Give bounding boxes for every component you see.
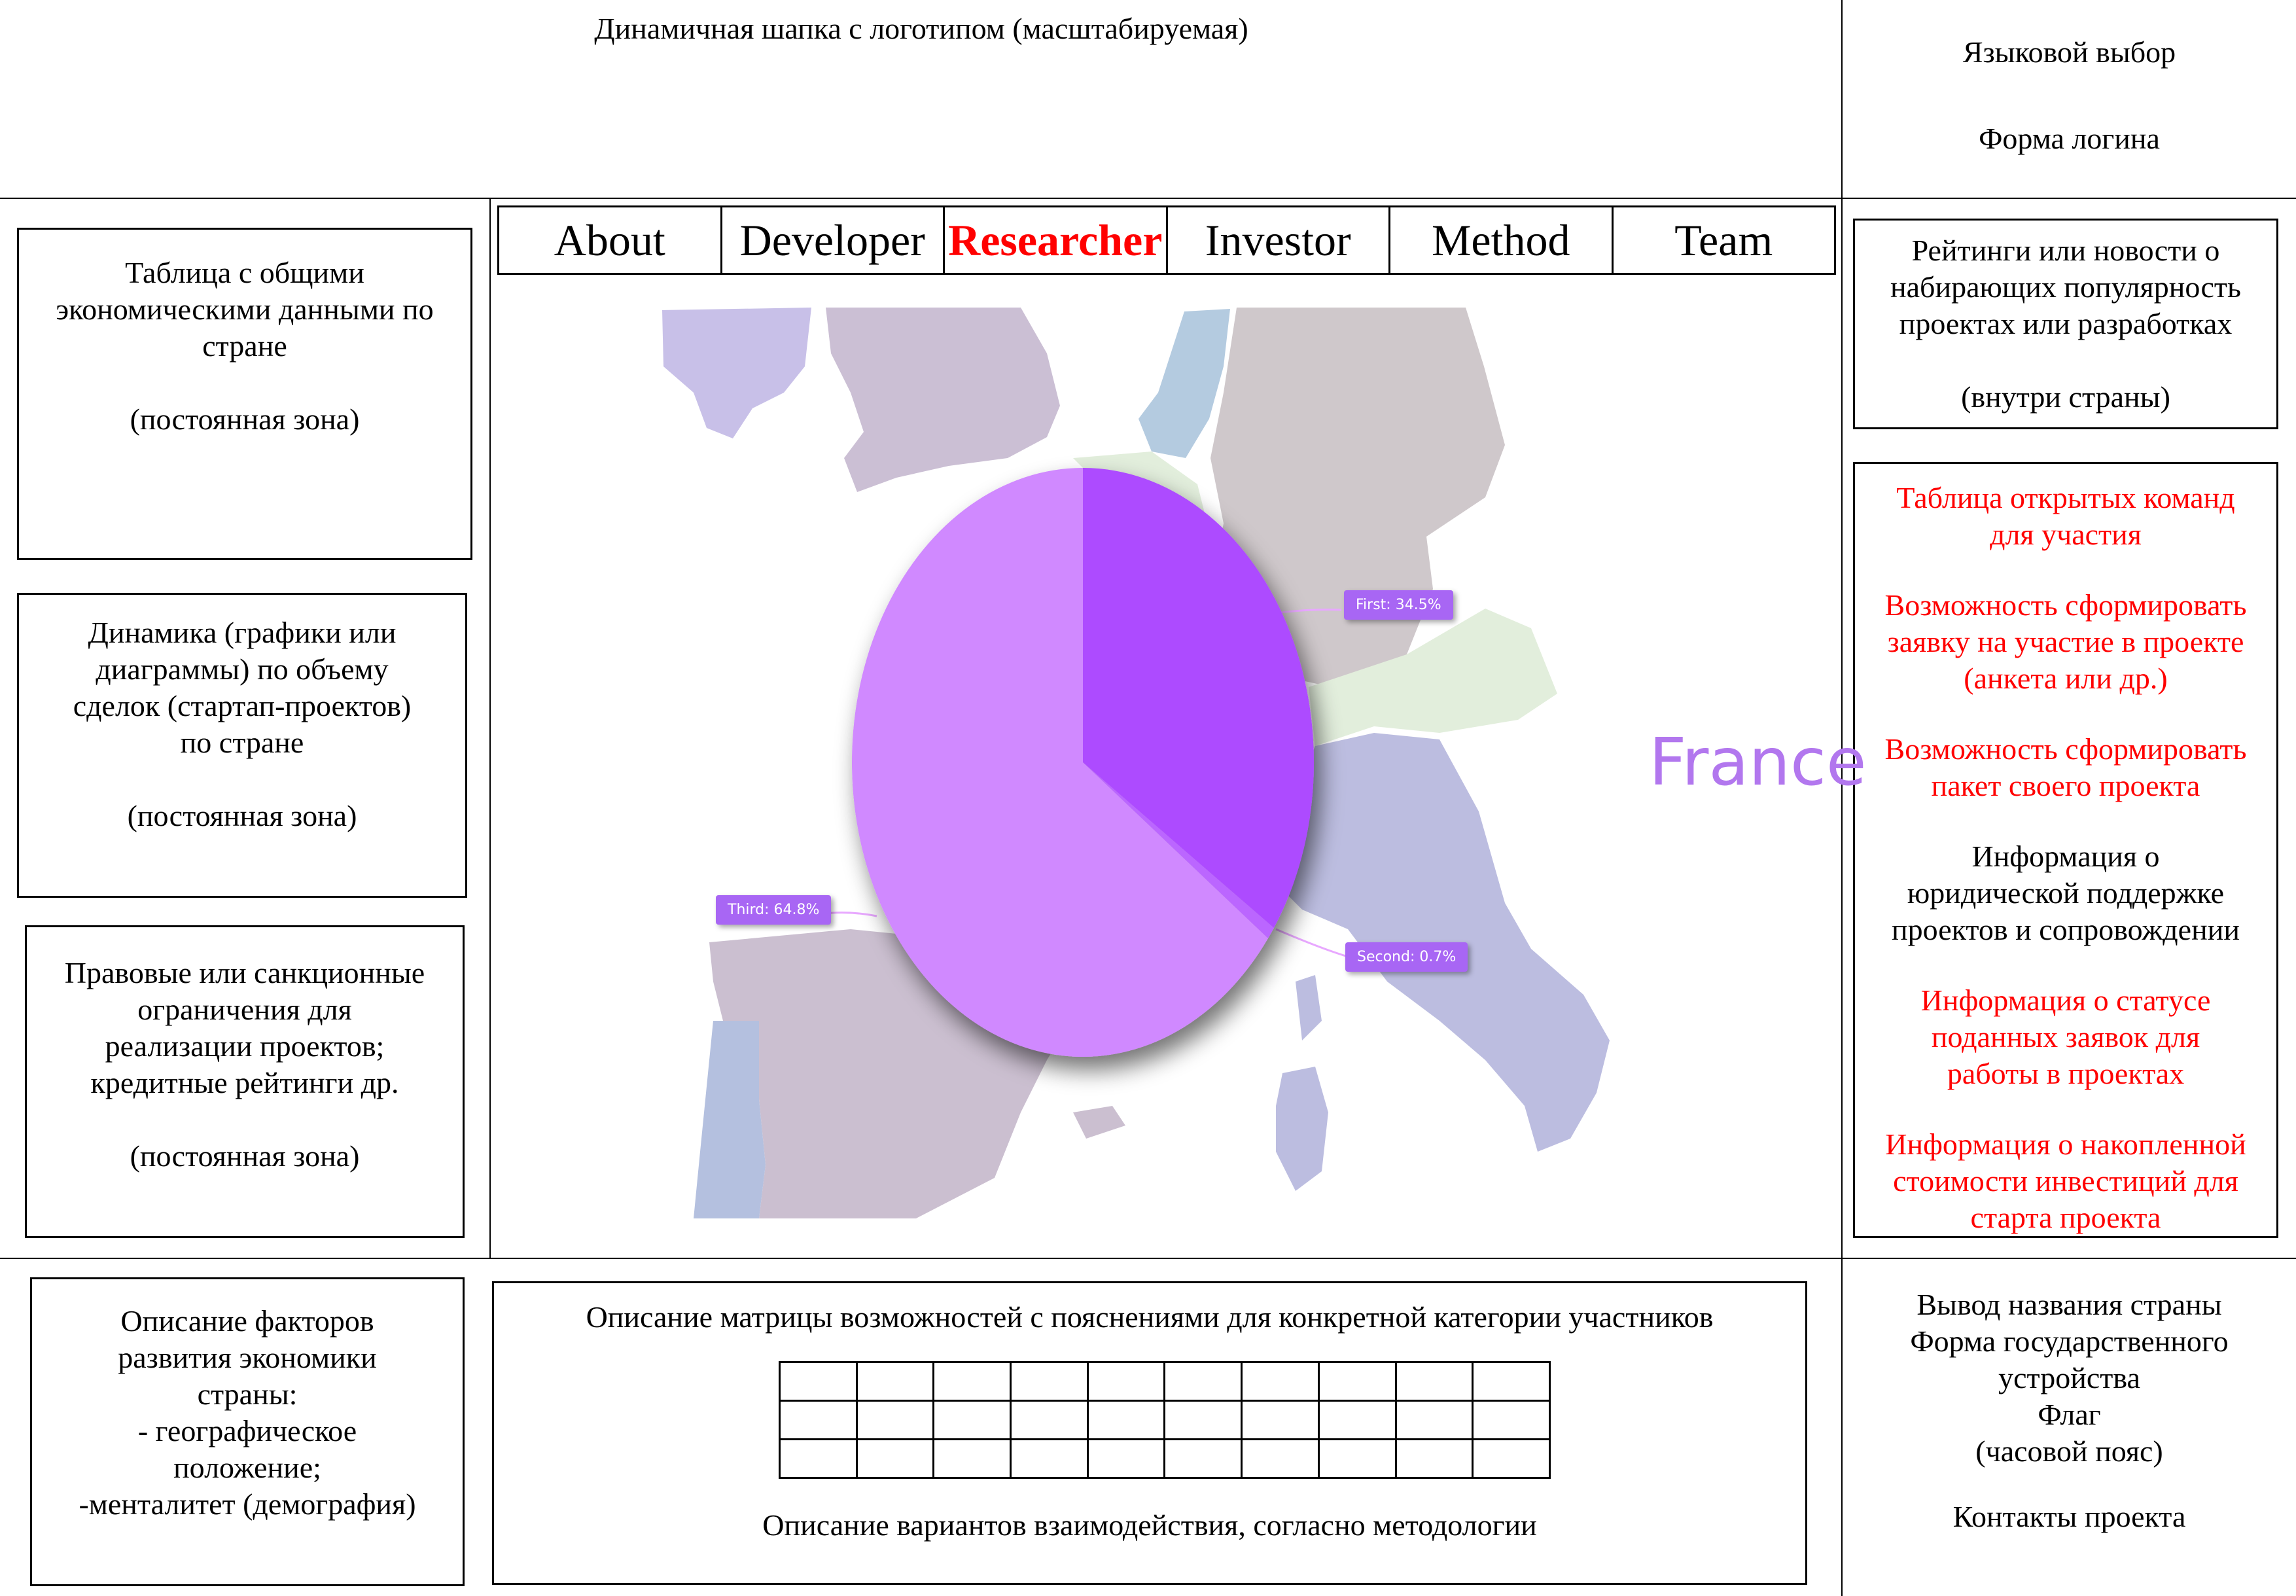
header-divider: [0, 198, 2296, 199]
matrix-cell[interactable]: [1472, 1361, 1551, 1402]
matrix-cell[interactable]: [1163, 1361, 1243, 1402]
matrix-cell[interactable]: [1010, 1438, 1089, 1479]
matrix-row: [779, 1400, 1551, 1440]
matrix-cell[interactable]: [932, 1400, 1012, 1440]
matrix-row: [779, 1361, 1551, 1402]
footer-divider: [0, 1258, 2296, 1259]
deal-dynamics-box: Динамика (графики или диаграммы) по объе…: [17, 593, 467, 898]
legal-restrictions-text: Правовые или санкционные ограничения для…: [64, 956, 425, 1173]
team-actions-box: Таблица открытых команд для участия Возмо…: [1853, 462, 2278, 1238]
matrix-cell[interactable]: [1241, 1438, 1320, 1479]
team-action-item[interactable]: Информация о накопленной стоимости инвес…: [1885, 1127, 2246, 1234]
country-label: France: [1649, 724, 1867, 800]
matrix-cell[interactable]: [779, 1438, 858, 1479]
matrix-cell[interactable]: [1086, 1361, 1166, 1402]
matrix-cell[interactable]: [1086, 1438, 1166, 1479]
economic-data-text: Таблица с общими экономическими данными …: [56, 256, 434, 436]
interaction-description: Описание вариантов взаимодействия, согла…: [762, 1508, 1537, 1542]
ratings-box: Рейтинги или новости о набирающих популя…: [1853, 219, 2278, 429]
matrix-cell[interactable]: [932, 1361, 1012, 1402]
matrix-cell[interactable]: [1472, 1438, 1551, 1479]
main-nav: About Developer Researcher Investor Method Te…: [497, 205, 1836, 275]
pie-label-second: Second: 0.7%: [1345, 942, 1468, 972]
europe-map: [662, 308, 1610, 1218]
matrix-cell[interactable]: [1241, 1400, 1320, 1440]
pie-slice-third[interactable]: [851, 468, 1268, 1057]
matrix-cell[interactable]: [1086, 1400, 1166, 1440]
map-region-portugal: [694, 1021, 766, 1218]
map-region-austria: [1309, 609, 1557, 746]
leader-line-second: [1275, 928, 1349, 958]
nav-item-method[interactable]: Method: [1390, 207, 1614, 273]
matrix-cell[interactable]: [1394, 1438, 1474, 1479]
nav-item-researcher[interactable]: Researcher: [945, 207, 1168, 273]
map-region-balearic: [1073, 1106, 1125, 1139]
nav-item-investor[interactable]: Investor: [1168, 207, 1390, 273]
pie-label-third: Third: 64.8%: [716, 895, 832, 925]
matrix-box: Описание матрицы возможностей с пояснени…: [492, 1281, 1807, 1585]
economic-data-box: Таблица с общими экономическими данными …: [17, 228, 472, 560]
matrix-cell[interactable]: [1241, 1361, 1320, 1402]
matrix-cell[interactable]: [779, 1400, 858, 1440]
team-action-item[interactable]: Информация о статусе поданных заявок для…: [1920, 984, 2211, 1090]
nav-item-team[interactable]: Team: [1674, 215, 1773, 265]
matrix-cell[interactable]: [1472, 1400, 1551, 1440]
team-action-item[interactable]: Информация о юридической поддержке проек…: [1892, 840, 2240, 946]
header-logo-area: Динамичная шапка с логотипом (масштабиру…: [594, 12, 1248, 45]
map-region-germany: [1210, 308, 1505, 694]
map-region-great-britain: [826, 308, 1060, 492]
ratings-text: Рейтинги или новости о набирающих популя…: [1890, 234, 2241, 414]
matrix-cell[interactable]: [1163, 1400, 1243, 1440]
matrix-cell[interactable]: [932, 1438, 1012, 1479]
map-region-corsica: [1296, 975, 1322, 1040]
nav-item-about[interactable]: About: [499, 207, 722, 273]
matrix-title: Описание матрицы возможностей с пояснени…: [586, 1300, 1714, 1334]
leader-line-third: [824, 912, 877, 917]
matrix-cell[interactable]: [855, 1361, 935, 1402]
economy-factors-box: Описание факторов развития экономики стр…: [30, 1277, 465, 1586]
project-contacts[interactable]: Контакты проекта: [1952, 1500, 2186, 1533]
economy-factors-text: Описание факторов развития экономики стр…: [79, 1304, 416, 1521]
right-column-divider: [1841, 0, 1843, 1596]
team-action-item[interactable]: Возможность сформировать заявку на участ…: [1884, 588, 2247, 695]
login-form[interactable]: Форма логина: [1979, 122, 2160, 155]
nav-item-developer[interactable]: Developer: [722, 207, 945, 273]
deal-dynamics-text: Динамика (графики или диаграммы) по объе…: [73, 616, 412, 832]
matrix-cell[interactable]: [1394, 1361, 1474, 1402]
map-region-ireland: [662, 308, 811, 438]
team-actions-list: Таблица открытых команд для участия Возмо…: [1855, 464, 2276, 1236]
pie-chart: [851, 468, 1314, 1057]
pie-slice-first[interactable]: [1083, 468, 1314, 928]
map-region-netherlands: [1139, 309, 1230, 458]
left-column-divider: [489, 198, 491, 1258]
team-action-item[interactable]: Возможность сформировать пакет своего пр…: [1884, 732, 2247, 802]
map-region-sardinia: [1276, 1067, 1328, 1191]
matrix-cell[interactable]: [779, 1361, 858, 1402]
matrix-cell[interactable]: [1394, 1400, 1474, 1440]
matrix-cell[interactable]: [1317, 1400, 1397, 1440]
country-info: Вывод названия страны Форма государствен…: [1910, 1288, 2229, 1468]
matrix-cell[interactable]: [1010, 1400, 1089, 1440]
pie-label-first: First: 34.5%: [1344, 590, 1453, 620]
opportunity-matrix: [779, 1361, 1551, 1479]
matrix-cell[interactable]: [1317, 1438, 1397, 1479]
legal-restrictions-box: Правовые или санкционные ограничения для…: [25, 925, 465, 1238]
team-action-item[interactable]: Таблица открытых команд для участия: [1896, 481, 2235, 551]
matrix-cell[interactable]: [855, 1438, 935, 1479]
matrix-row: [779, 1438, 1551, 1479]
matrix-cell[interactable]: [1010, 1361, 1089, 1402]
matrix-cell[interactable]: [855, 1400, 935, 1440]
pie-slice-second[interactable]: [1083, 762, 1274, 939]
language-selector[interactable]: Языковой выбор: [1962, 35, 2176, 69]
matrix-cell[interactable]: [1317, 1361, 1397, 1402]
matrix-cell[interactable]: [1163, 1438, 1243, 1479]
